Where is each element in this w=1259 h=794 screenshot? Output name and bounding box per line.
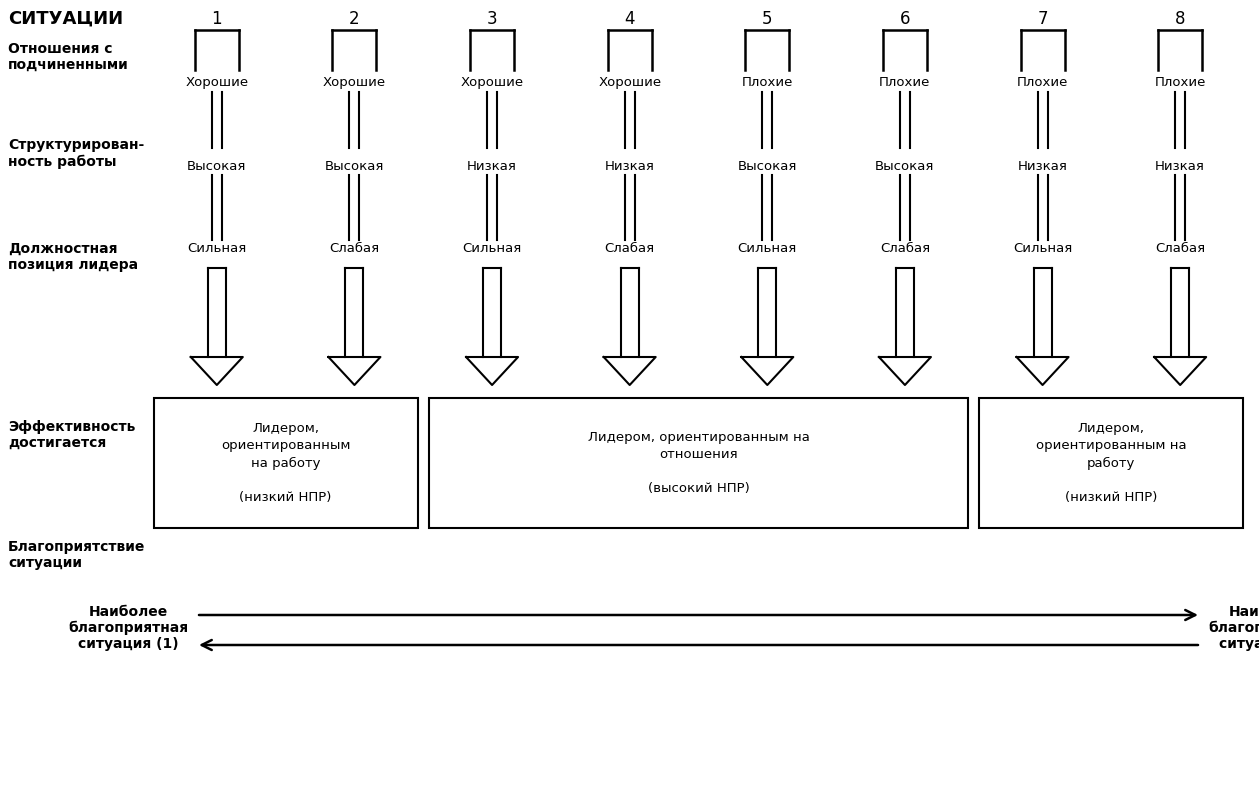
Polygon shape xyxy=(208,268,225,357)
Text: Плохие: Плохие xyxy=(879,76,930,89)
Polygon shape xyxy=(879,357,930,385)
Text: 5: 5 xyxy=(762,10,773,28)
Polygon shape xyxy=(1016,357,1069,385)
Text: Эффективность
достигается: Эффективность достигается xyxy=(8,420,136,450)
Text: Хорошие: Хорошие xyxy=(322,76,387,89)
Polygon shape xyxy=(1034,268,1051,357)
Text: Высокая: Высокая xyxy=(325,160,384,173)
Text: Благоприятствие
ситуации: Благоприятствие ситуации xyxy=(8,540,145,570)
Text: Слабая: Слабая xyxy=(1155,242,1205,255)
Text: Наиболее
благоприятная
ситуация (1): Наиболее благоприятная ситуация (1) xyxy=(68,604,188,651)
Text: Хорошие: Хорошие xyxy=(461,76,524,89)
Text: Низкая: Низкая xyxy=(1017,160,1068,173)
Polygon shape xyxy=(329,357,380,385)
Text: Хорошие: Хорошие xyxy=(598,76,661,89)
Polygon shape xyxy=(621,268,638,357)
Text: Лидером,
ориентированным
на работу

(низкий НПР): Лидером, ориентированным на работу (низк… xyxy=(220,422,350,503)
Bar xyxy=(980,398,1244,528)
Text: Высокая: Высокая xyxy=(188,160,247,173)
Text: Плохие: Плохие xyxy=(742,76,793,89)
Text: Высокая: Высокая xyxy=(738,160,797,173)
Text: Низкая: Низкая xyxy=(604,160,655,173)
Text: 6: 6 xyxy=(900,10,910,28)
Text: Плохие: Плохие xyxy=(1017,76,1068,89)
Polygon shape xyxy=(742,357,793,385)
Text: 8: 8 xyxy=(1175,10,1186,28)
Text: Отношения с
подчиненными: Отношения с подчиненными xyxy=(8,42,128,72)
Text: Сильная: Сильная xyxy=(738,242,797,255)
Polygon shape xyxy=(1171,268,1190,357)
Text: Слабая: Слабая xyxy=(330,242,379,255)
Text: Хорошие: Хорошие xyxy=(185,76,248,89)
Text: Низкая: Низкая xyxy=(1156,160,1205,173)
Text: 3: 3 xyxy=(487,10,497,28)
Text: Структурирован-
ность работы: Структурирован- ность работы xyxy=(8,138,145,168)
Polygon shape xyxy=(466,357,517,385)
Polygon shape xyxy=(345,268,364,357)
Polygon shape xyxy=(603,357,656,385)
Polygon shape xyxy=(483,268,501,357)
Text: Наименее
благоприятная
ситуация (8): Наименее благоприятная ситуация (8) xyxy=(1209,604,1259,651)
Polygon shape xyxy=(758,268,777,357)
Text: Слабая: Слабая xyxy=(604,242,655,255)
Text: 2: 2 xyxy=(349,10,360,28)
Text: 4: 4 xyxy=(624,10,635,28)
Text: СИТУАЦИИ: СИТУАЦИИ xyxy=(8,10,123,28)
Polygon shape xyxy=(191,357,243,385)
Text: Должностная
позиция лидера: Должностная позиция лидера xyxy=(8,242,138,272)
Text: Слабая: Слабая xyxy=(880,242,930,255)
Text: Сильная: Сильная xyxy=(462,242,521,255)
Text: Сильная: Сильная xyxy=(1013,242,1073,255)
Text: Плохие: Плохие xyxy=(1155,76,1206,89)
Text: Лидером,
ориентированным на
работу

(низкий НПР): Лидером, ориентированным на работу (низк… xyxy=(1036,422,1187,503)
Bar xyxy=(154,398,418,528)
Text: Сильная: Сильная xyxy=(188,242,247,255)
Text: 7: 7 xyxy=(1037,10,1047,28)
Bar xyxy=(429,398,968,528)
Text: 1: 1 xyxy=(212,10,222,28)
Text: Высокая: Высокая xyxy=(875,160,934,173)
Text: Лидером, ориентированным на
отношения

(высокий НПР): Лидером, ориентированным на отношения (в… xyxy=(588,431,810,495)
Polygon shape xyxy=(1155,357,1206,385)
Polygon shape xyxy=(896,268,914,357)
Text: Низкая: Низкая xyxy=(467,160,517,173)
